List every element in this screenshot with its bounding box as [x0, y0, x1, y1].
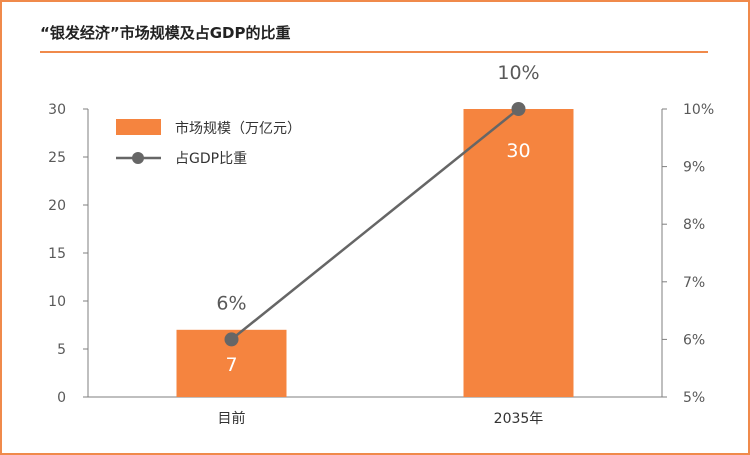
- line-value-label: 6%: [216, 292, 246, 314]
- legend-line-marker: [132, 152, 144, 164]
- y-right-tick-label: 10%: [683, 102, 714, 118]
- line-point: [511, 102, 526, 116]
- y-left-tick-label: 30: [48, 102, 66, 118]
- x-tick-label: 2035年: [494, 411, 544, 427]
- bar-value-label: 30: [506, 140, 530, 162]
- y-right-tick-label: 7%: [683, 275, 705, 291]
- y-right-tick-label: 9%: [683, 160, 705, 176]
- y-right-tick-label: 6%: [683, 332, 705, 348]
- bar-value-label: 7: [225, 354, 237, 376]
- y-left-tick-label: 25: [48, 150, 66, 166]
- y-left-tick-label: 0: [57, 390, 66, 406]
- y-left-tick-label: 5: [57, 342, 66, 358]
- chart-title: “银发经济”市场规模及占GDP的比重: [40, 24, 291, 42]
- legend-bar-swatch: [116, 119, 161, 135]
- y-right-tick-label: 8%: [683, 217, 705, 233]
- line-value-label: 10%: [497, 62, 539, 84]
- y-right-tick-label: 5%: [683, 390, 705, 406]
- line-point: [224, 332, 239, 347]
- series-line: [230, 108, 520, 341]
- y-left-tick-label: 20: [48, 198, 66, 214]
- title-divider: [40, 51, 708, 53]
- y-left-tick-label: 10: [48, 294, 66, 310]
- legend-bar-label: 市场规模（万亿元）: [175, 120, 301, 137]
- bar: [463, 109, 574, 397]
- x-tick-label: 目前: [218, 410, 246, 427]
- legend-line-label: 占GDP比重: [175, 151, 247, 167]
- y-left-tick-label: 15: [48, 246, 66, 262]
